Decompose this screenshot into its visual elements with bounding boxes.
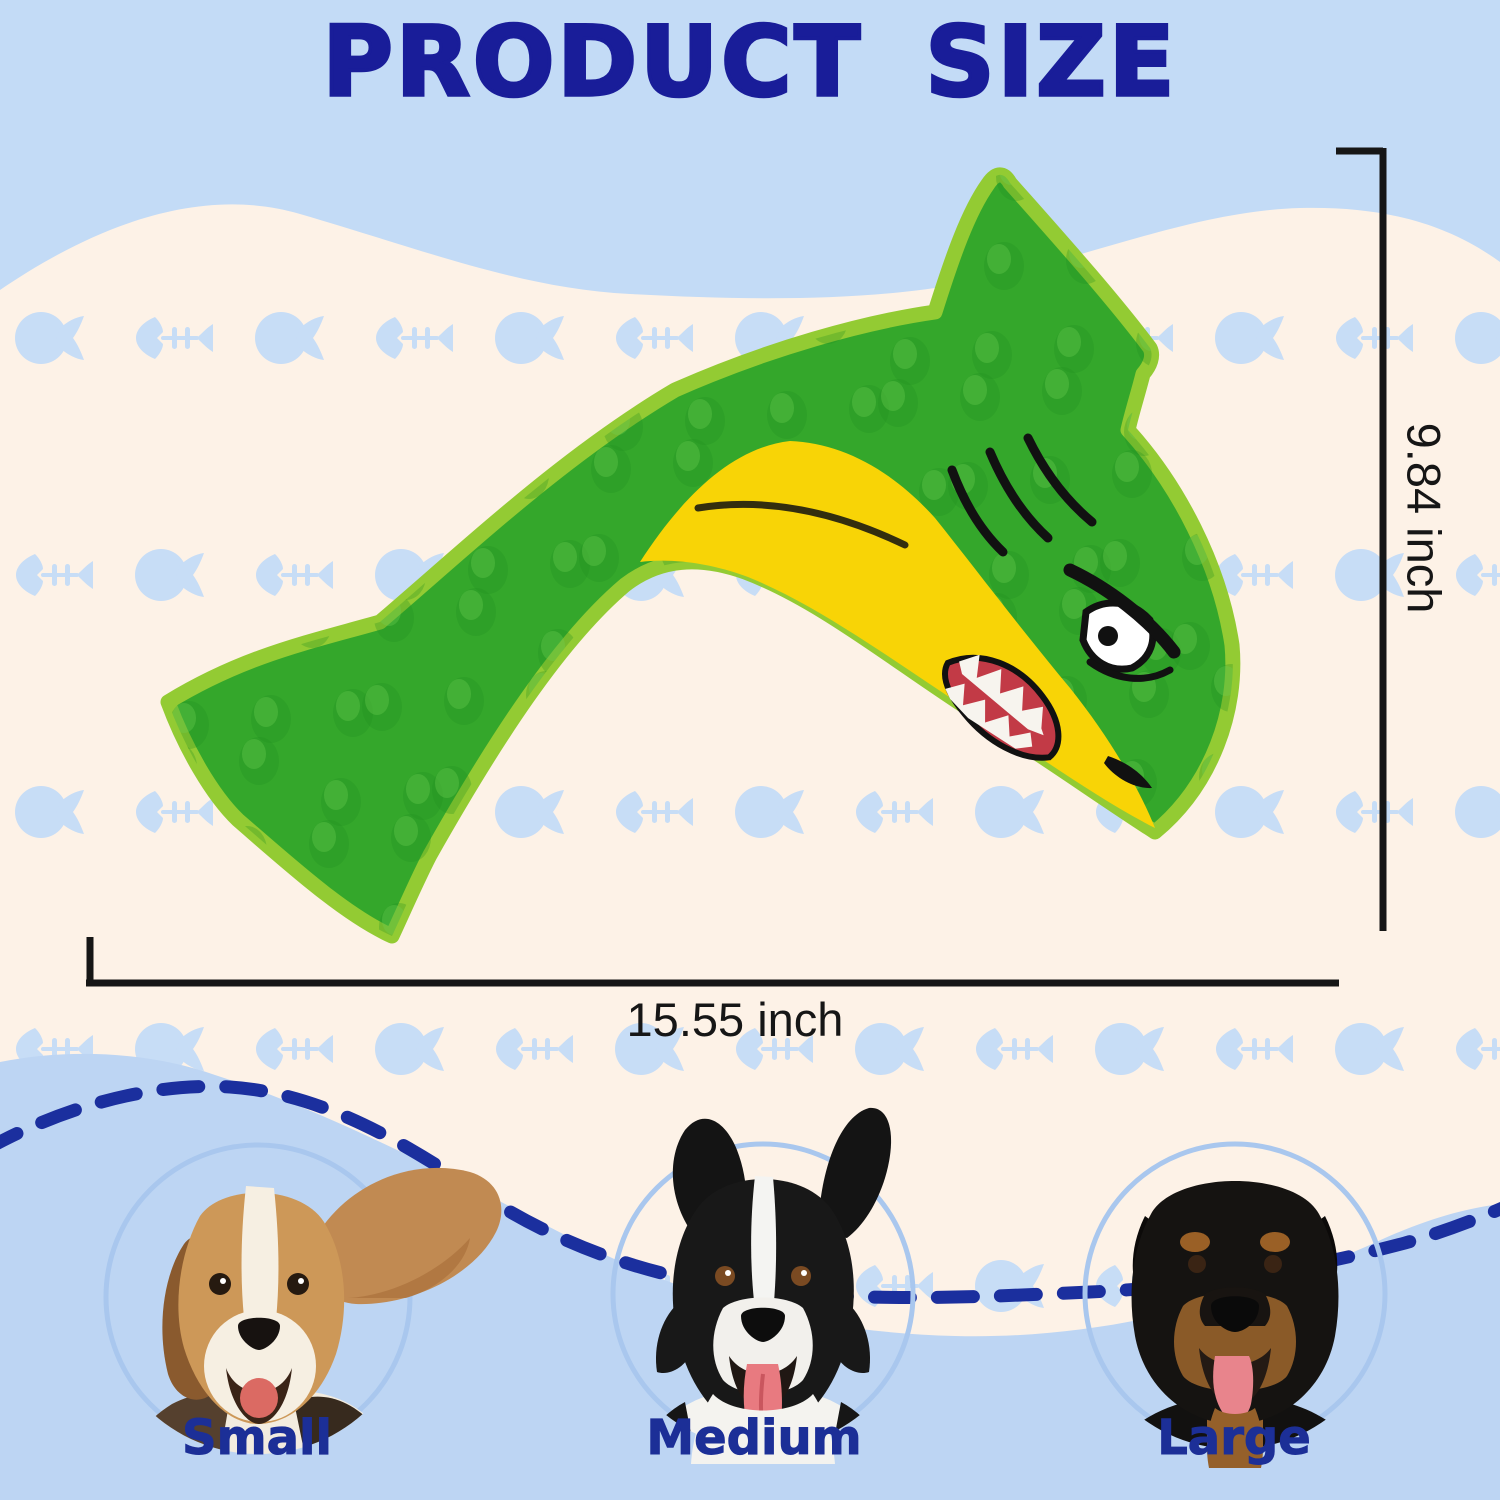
- size-label-small: Small: [182, 1410, 333, 1467]
- rottweiler-left-brow-spot: [1180, 1232, 1210, 1252]
- beagle-tongue: [240, 1378, 278, 1418]
- rottweiler-right-eye: [1264, 1255, 1282, 1273]
- beagle-blaze: [241, 1186, 279, 1320]
- collie-nose: [741, 1307, 785, 1342]
- upper-teeth: [959, 654, 1044, 736]
- beagle-left-eye: [209, 1273, 231, 1295]
- rottweiler-chin: [1207, 1408, 1263, 1468]
- size-circle-large: [1082, 1141, 1388, 1468]
- rottweiler-left-eye: [1188, 1255, 1206, 1273]
- rottweiler-nose: [1211, 1296, 1259, 1332]
- top-wave: [0, 0, 1500, 299]
- size-circle-small: [103, 1142, 502, 1454]
- border-collie-dog-illustration: [627, 1107, 899, 1464]
- beagle-nose: [238, 1317, 280, 1350]
- collie-chest: [691, 1394, 835, 1464]
- size-label-medium: Medium: [646, 1410, 862, 1467]
- gill-marks: [947, 433, 1097, 557]
- rottweiler-right-brow-spot: [1260, 1232, 1290, 1252]
- beagle-right-eye: [287, 1273, 309, 1295]
- width-dimension-label: 15.55 inch: [626, 993, 844, 1046]
- beagle-flying-ear: [309, 1167, 502, 1305]
- width-dimension-line: [86, 937, 1339, 987]
- height-dimension-line: [1336, 147, 1387, 931]
- height-dimension-label: 9.84 inch: [1397, 422, 1451, 614]
- collie-right-eye: [791, 1266, 811, 1286]
- page-title: PRODUCT SIZE: [321, 4, 1178, 120]
- size-circle-medium: [610, 1107, 916, 1464]
- pectoral-fin-crease: [694, 500, 909, 549]
- chin-mark: [1104, 756, 1152, 789]
- rottweiler-dog-illustration: [1093, 1181, 1377, 1468]
- shark-eye: [1063, 563, 1181, 682]
- lower-teeth: [945, 683, 1033, 749]
- bottom-wave: [0, 1053, 1500, 1500]
- size-label-large: Large: [1157, 1410, 1312, 1467]
- collie-left-eye: [715, 1266, 735, 1286]
- shark-mouth: [942, 654, 1062, 761]
- rottweiler-tongue: [1213, 1356, 1254, 1420]
- beagle-dog-illustration: [118, 1167, 502, 1454]
- collie-right-ear: [819, 1107, 892, 1238]
- collie-blaze: [751, 1176, 777, 1302]
